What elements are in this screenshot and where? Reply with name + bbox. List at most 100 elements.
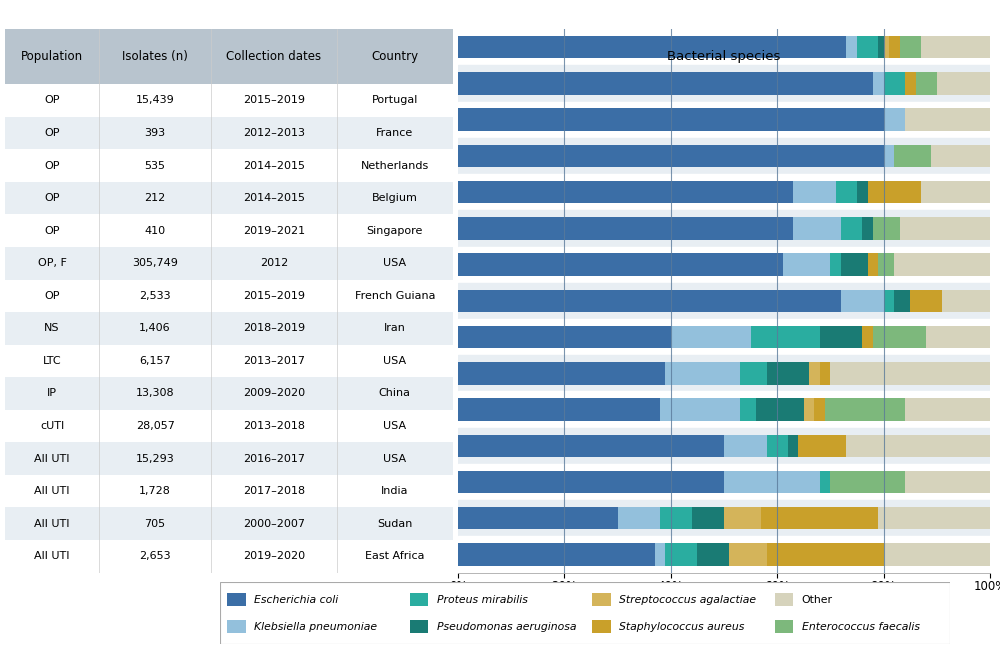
Text: 2018–2019: 2018–2019 <box>243 324 305 333</box>
Text: OP: OP <box>44 160 60 171</box>
X-axis label: Percent of isolates: Percent of isolates <box>666 598 782 612</box>
Text: 535: 535 <box>145 160 166 171</box>
Bar <box>671 326 751 348</box>
Text: 6,157: 6,157 <box>139 356 171 366</box>
Bar <box>729 543 767 565</box>
Bar <box>775 620 793 633</box>
Text: Country: Country <box>371 50 418 63</box>
Text: 2000–2007: 2000–2007 <box>243 519 305 529</box>
Bar <box>857 181 868 203</box>
Bar <box>921 181 990 203</box>
Bar <box>767 543 884 565</box>
Bar <box>458 471 724 493</box>
Text: French Guiana: French Guiana <box>355 291 435 301</box>
Bar <box>846 435 990 457</box>
Text: 1,406: 1,406 <box>139 324 171 333</box>
Text: 2,653: 2,653 <box>139 551 171 562</box>
Bar <box>830 471 905 493</box>
Bar <box>458 536 990 573</box>
Bar <box>665 362 740 384</box>
Text: Escherichia coli: Escherichia coli <box>254 595 339 604</box>
Text: Iran: Iran <box>384 324 406 333</box>
Text: 2014–2015: 2014–2015 <box>243 193 305 203</box>
Text: USA: USA <box>383 356 406 366</box>
Text: China: China <box>379 388 411 399</box>
Bar <box>820 471 830 493</box>
Bar <box>751 326 820 348</box>
Bar <box>697 543 729 565</box>
Text: Other: Other <box>802 595 833 604</box>
Text: Isolates (n): Isolates (n) <box>122 50 188 63</box>
Text: 2,533: 2,533 <box>139 291 171 301</box>
Bar <box>884 36 889 58</box>
Text: OP: OP <box>44 193 60 203</box>
Bar <box>458 319 990 355</box>
Text: OP: OP <box>44 226 60 236</box>
Bar <box>5 443 453 475</box>
Text: East Africa: East Africa <box>365 551 425 562</box>
Text: 2016–2017: 2016–2017 <box>243 454 305 464</box>
Text: 2015–2019: 2015–2019 <box>243 291 305 301</box>
Bar <box>814 399 825 421</box>
Bar <box>655 543 665 565</box>
Bar <box>937 72 990 94</box>
Bar <box>458 29 990 65</box>
Bar <box>846 36 857 58</box>
Text: 2015–2019: 2015–2019 <box>243 95 305 105</box>
Bar <box>618 507 660 529</box>
Text: 212: 212 <box>144 193 166 203</box>
Bar <box>921 36 990 58</box>
Bar <box>830 254 841 276</box>
Text: 393: 393 <box>145 128 166 138</box>
Bar <box>900 36 921 58</box>
Text: NS: NS <box>44 324 60 333</box>
Bar <box>809 362 820 384</box>
Text: USA: USA <box>383 258 406 269</box>
Bar <box>227 593 246 606</box>
Bar <box>660 507 692 529</box>
Bar <box>836 181 857 203</box>
Bar <box>458 65 990 102</box>
Bar <box>724 507 761 529</box>
Bar <box>458 217 793 239</box>
Bar <box>942 290 990 312</box>
Bar <box>884 290 894 312</box>
Text: Staphylococcus aureus: Staphylococcus aureus <box>619 622 745 631</box>
Bar <box>458 247 990 283</box>
Text: 2009–2020: 2009–2020 <box>243 388 305 399</box>
Bar <box>905 399 990 421</box>
Bar <box>227 620 246 633</box>
Bar <box>857 36 878 58</box>
Bar <box>740 362 767 384</box>
Bar <box>458 109 884 131</box>
Bar <box>798 435 846 457</box>
Text: OP: OP <box>44 128 60 138</box>
Text: cUTI: cUTI <box>40 421 64 431</box>
Bar <box>5 182 453 214</box>
Bar <box>724 471 820 493</box>
Bar <box>761 507 878 529</box>
Text: 2013–2017: 2013–2017 <box>243 356 305 366</box>
Bar <box>458 145 884 167</box>
Bar <box>5 29 453 84</box>
Bar <box>905 72 916 94</box>
Bar <box>894 254 990 276</box>
Bar <box>767 435 788 457</box>
Bar <box>830 362 990 384</box>
Bar <box>458 181 793 203</box>
Text: 1,728: 1,728 <box>139 486 171 496</box>
Bar <box>5 507 453 540</box>
Text: 705: 705 <box>145 519 166 529</box>
Bar <box>756 399 804 421</box>
Text: 305,749: 305,749 <box>132 258 178 269</box>
Bar <box>873 72 884 94</box>
Bar <box>724 435 767 457</box>
Bar <box>841 254 868 276</box>
Bar <box>900 217 990 239</box>
Bar <box>458 102 990 138</box>
Bar <box>841 290 884 312</box>
Text: Portugal: Portugal <box>372 95 418 105</box>
Bar <box>884 543 990 565</box>
Bar <box>804 399 814 421</box>
Bar <box>592 620 611 633</box>
